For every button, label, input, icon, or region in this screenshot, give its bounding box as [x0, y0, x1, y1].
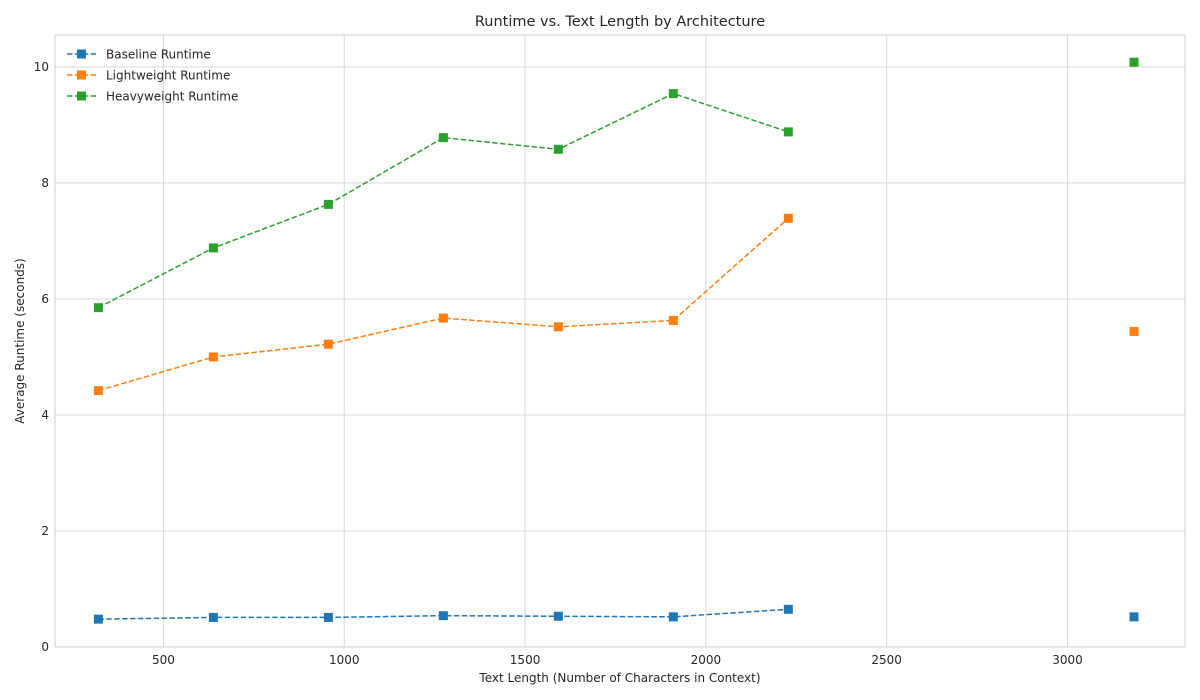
chart-title: Runtime vs. Text Length by Architecture: [475, 14, 765, 30]
x-axis-ticks: 500 1000 1500 2000 2500 3000: [152, 653, 1083, 667]
legend-label: Lightweight Runtime: [106, 69, 230, 83]
y-tick-label: 10: [34, 60, 49, 74]
data-point: [323, 612, 333, 622]
x-tick-label: 2000: [691, 653, 722, 667]
data-point: [783, 127, 793, 137]
series-line: [98, 217, 789, 392]
y-tick-label: 6: [41, 292, 49, 306]
legend-marker: [77, 49, 86, 59]
data-point: [438, 133, 448, 143]
series-baseline-runtime: [93, 604, 1139, 624]
legend-label: Baseline Runtime: [106, 48, 211, 62]
data-point: [783, 604, 793, 614]
x-axis-label: Text Length (Number of Characters in Con…: [478, 671, 760, 685]
data-point: [323, 339, 333, 349]
data-point: [1129, 326, 1139, 336]
data-point: [1129, 612, 1139, 622]
series-line: [98, 92, 789, 309]
legend-item: Heavyweight Runtime: [67, 90, 238, 104]
data-point: [93, 303, 103, 313]
data-point: [668, 612, 678, 622]
legend-marker: [77, 91, 86, 101]
grid-lines: [55, 35, 1185, 648]
y-tick-label: 2: [41, 524, 49, 538]
data-point: [208, 243, 218, 253]
data-point: [553, 611, 563, 621]
legend-item: Baseline Runtime: [67, 48, 211, 62]
data-point: [93, 386, 103, 396]
y-axis-label: Average Runtime (seconds): [13, 258, 27, 423]
data-point: [553, 144, 563, 154]
data-point: [438, 611, 448, 621]
data-point: [208, 612, 218, 622]
y-tick-label: 8: [41, 176, 49, 190]
series-lightweight-runtime: [93, 213, 1139, 396]
y-tick-label: 0: [41, 640, 49, 654]
x-tick-label: 3000: [1052, 653, 1083, 667]
y-axis-ticks: 0 2 4 6 8 10: [34, 60, 49, 654]
y-tick-label: 4: [41, 408, 49, 422]
legend-marker: [77, 70, 86, 80]
series-heavyweight-runtime: [93, 57, 1139, 313]
x-tick-label: 1500: [510, 653, 541, 667]
data-point: [783, 213, 793, 223]
plot-frame: [54, 34, 1186, 648]
x-tick-label: 1000: [329, 653, 360, 667]
x-tick-label: 2500: [871, 653, 902, 667]
data-point: [93, 614, 103, 624]
legend: Baseline Runtime Lightweight Runtime Heavy…: [67, 48, 238, 104]
x-tick-label: 500: [152, 653, 175, 667]
series-layer: [93, 57, 1139, 624]
data-point: [323, 199, 333, 209]
data-point: [1129, 57, 1139, 67]
legend-label: Heavyweight Runtime: [106, 90, 238, 104]
data-point: [668, 315, 678, 325]
legend-item: Lightweight Runtime: [67, 69, 230, 83]
data-point: [438, 313, 448, 323]
data-point: [553, 322, 563, 332]
data-point: [668, 89, 678, 99]
data-point: [208, 352, 218, 362]
